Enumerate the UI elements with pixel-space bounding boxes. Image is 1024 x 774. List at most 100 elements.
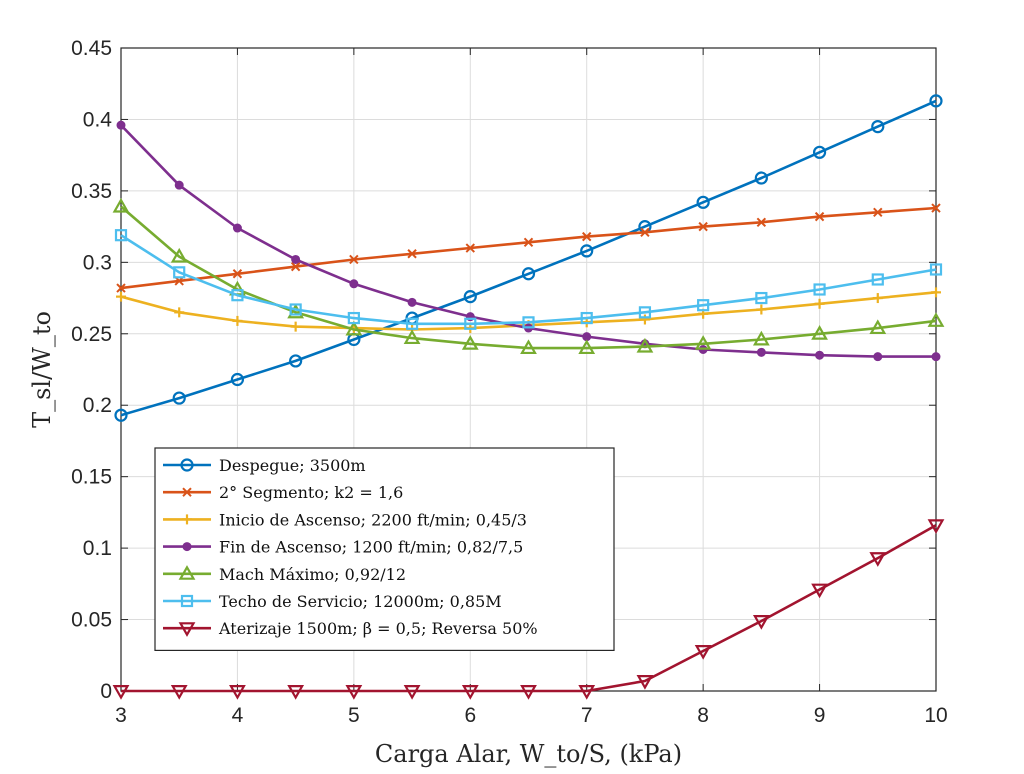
data-point-x <box>814 211 825 222</box>
data-point-triangle-down <box>694 645 712 660</box>
x-tick-label: 5 <box>348 704 360 727</box>
data-point-triangle-up <box>578 339 596 355</box>
legend-item: Techo de Servicio; 12000m; 0,85M <box>163 592 502 611</box>
data-point-plus <box>872 293 883 304</box>
legend-item: Aterizaje 1500m; β = 0,5; Reversa 50% <box>163 619 538 638</box>
legend-label: Techo de Servicio; 12000m; 0,85M <box>219 592 502 611</box>
data-point-square <box>180 594 194 608</box>
data-point-triangle-up <box>287 303 305 319</box>
data-point-square <box>755 291 768 305</box>
data-point-triangle-up <box>170 247 188 263</box>
data-point-circle <box>812 145 827 159</box>
data-point-circle <box>114 408 128 422</box>
series-line <box>120 205 937 350</box>
data-point-circle <box>696 195 710 209</box>
y-tick-label: 0 <box>100 680 112 703</box>
data-point-x <box>116 283 126 293</box>
legend-item: Inicio de Ascenso; 2200 ft/min; 0,45/3 <box>163 510 527 529</box>
x-tick-label: 6 <box>464 704 476 727</box>
data-point-triangle-down <box>345 685 363 700</box>
data-point-square <box>405 317 419 330</box>
series-6 <box>114 229 943 330</box>
legend-item: 2° Segmento; k2 = 1,6 <box>163 483 403 502</box>
data-point-triangle-up <box>520 339 537 355</box>
data-point-triangle-down <box>520 685 537 700</box>
data-point-plus <box>290 321 301 332</box>
data-point-x <box>698 221 708 232</box>
data-point-circle <box>521 267 536 281</box>
y-tick-label: 0.05 <box>71 609 112 632</box>
data-point-x <box>523 237 534 248</box>
data-point-dot <box>291 254 301 264</box>
legend-label: Inicio de Ascenso; 2200 ft/min; 0,45/3 <box>219 510 527 529</box>
data-point-plus <box>174 307 185 318</box>
data-point-square <box>114 229 128 242</box>
data-point-triangle-down <box>287 685 305 700</box>
data-point-triangle-up <box>178 565 196 580</box>
series-line <box>120 234 937 326</box>
data-point-triangle-down <box>229 685 246 700</box>
y-tick-label: 0.35 <box>71 180 112 203</box>
data-point-square <box>289 303 302 316</box>
y-tick-label: 0.3 <box>83 251 112 274</box>
y-axis-label: T_sl/W_to <box>28 311 56 428</box>
data-point-triangle-down <box>112 685 130 700</box>
data-point-square <box>464 317 477 330</box>
data-point-triangle-down <box>578 685 596 700</box>
data-point-circle <box>463 290 477 304</box>
data-point-triangle-down <box>403 685 421 700</box>
series-2 <box>116 203 941 293</box>
data-point-circle <box>172 391 186 405</box>
data-point-plus <box>116 291 126 302</box>
data-point-plus <box>931 287 941 298</box>
x-tick-label: 7 <box>581 704 593 727</box>
legend-label: Fin de Ascenso; 1200 ft/min; 0,82/7,5 <box>219 538 523 557</box>
data-point-dot <box>931 352 941 362</box>
y-tick-label: 0.45 <box>71 37 112 60</box>
data-point-dot <box>407 297 417 307</box>
legend-item: Fin de Ascenso; 1200 ft/min; 0,82/7,5 <box>163 538 523 557</box>
data-point-square <box>638 306 652 319</box>
series-7 <box>112 519 945 700</box>
legend-label: 2° Segmento; k2 = 1,6 <box>219 483 403 502</box>
data-point-triangle-up <box>461 335 479 350</box>
data-point-circle <box>871 119 885 134</box>
x-tick-label: 4 <box>232 704 244 727</box>
data-point-dot <box>182 542 192 552</box>
y-tick-label: 0.4 <box>83 108 113 131</box>
data-point-square <box>697 299 710 312</box>
data-point-x <box>465 243 475 253</box>
data-point-square <box>580 311 593 325</box>
data-point-x <box>290 261 301 272</box>
data-point-triangle-up <box>811 325 828 340</box>
data-point-triangle-down <box>461 685 479 700</box>
data-point-plus <box>814 298 825 309</box>
data-point-circle <box>580 244 594 258</box>
data-point-dot <box>174 180 184 190</box>
data-point-dot <box>232 223 242 233</box>
data-point-plus <box>182 514 192 525</box>
data-point-square <box>871 273 884 286</box>
data-point-x <box>873 207 883 218</box>
data-point-circle <box>289 354 303 368</box>
data-point-triangle-up <box>345 320 363 336</box>
data-point-square <box>231 289 244 302</box>
data-point-triangle-up <box>403 329 421 345</box>
data-point-triangle-up <box>752 330 770 346</box>
data-point-plus <box>232 315 243 326</box>
legend-item: Mach Máximo; 0,92/12 <box>163 565 406 584</box>
data-point-dot <box>756 347 766 357</box>
axis-ticks: 3 4 5 6 7 8 9 10 0 0.05 0.1 0.15 0.2 0.25 0.3 0.35 0.4 0.… <box>71 37 948 727</box>
data-point-square <box>813 283 826 296</box>
data-point-square <box>522 316 535 329</box>
data-point-circle <box>929 94 943 108</box>
data-point-triangle-down <box>178 622 196 637</box>
data-point-triangle-down <box>636 675 654 690</box>
data-point-dot <box>116 120 126 130</box>
data-point-circle <box>230 372 245 387</box>
data-point-x <box>582 231 592 242</box>
data-point-x <box>182 487 192 497</box>
data-point-dot <box>815 350 825 360</box>
